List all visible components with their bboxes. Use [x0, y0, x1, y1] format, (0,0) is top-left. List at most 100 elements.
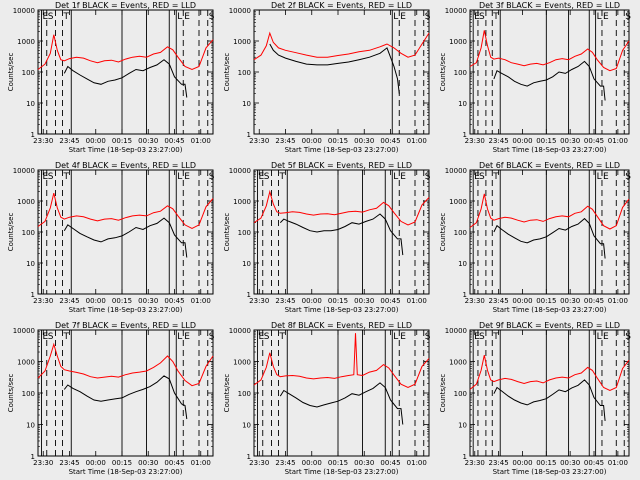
- x-tick-label: 23:30: [465, 297, 485, 305]
- x-tick-label: 00:00: [86, 297, 106, 305]
- panel-title: Det 8f BLACK = Events, RED = LLD: [271, 321, 412, 330]
- series-line-lld: [37, 192, 214, 230]
- x-tick-label: 00:30: [138, 459, 158, 467]
- x-tick-label: 00:30: [138, 297, 158, 305]
- event-marker-label: E: [43, 172, 49, 182]
- y-tick-label: 1000: [17, 38, 35, 46]
- y-tick-label: 10: [26, 260, 35, 268]
- x-tick-label: 01:00: [407, 459, 427, 467]
- panel-3: Det 3f BLACK = Events, RED = LLD 1 10 100 10…: [439, 1, 631, 154]
- event-marker-label: E: [259, 332, 265, 342]
- y-tick-label: 10000: [229, 7, 251, 15]
- y-tick-label: 10000: [13, 327, 35, 335]
- x-tick-label: 00:45: [164, 297, 184, 305]
- y-axis-label: Counts/sec: [439, 374, 447, 413]
- x-tick-label: 00:30: [560, 297, 580, 305]
- event-marker-label: L: [393, 332, 398, 342]
- x-tick-label: 01:00: [191, 137, 211, 145]
- x-axis-label: Start Time (18-Sep-03 23:27:00): [493, 306, 607, 314]
- y-tick-label: 1000: [449, 38, 467, 46]
- x-axis-label: Start Time (18-Sep-03 23:27:00): [285, 468, 399, 476]
- event-marker-label: T: [63, 12, 70, 22]
- x-axis-label: Start Time (18-Sep-03 23:27:00): [285, 306, 399, 314]
- event-marker-label: S: [625, 12, 631, 22]
- panel-6: Det 6f BLACK = Events, RED = LLD 1 10 100 10…: [439, 161, 631, 314]
- series-line-lld: [253, 333, 430, 389]
- event-marker-label: L: [597, 332, 602, 342]
- x-tick-label: 00:15: [112, 459, 132, 467]
- series-line-lld: [253, 31, 430, 61]
- y-tick-label: 10000: [445, 327, 467, 335]
- y-tick-label: 10: [242, 260, 251, 268]
- series-line-events: [269, 43, 400, 94]
- event-marker-label: S: [625, 172, 631, 182]
- x-tick-label: 00:00: [512, 297, 532, 305]
- x-tick-label: 23:45: [275, 297, 295, 305]
- x-axis-label: Start Time (18-Sep-03 23:27:00): [69, 146, 183, 154]
- series-line-events: [493, 217, 606, 259]
- x-tick-label: 23:30: [33, 137, 53, 145]
- y-tick-label: 1000: [233, 359, 251, 367]
- x-tick-label: 00:45: [584, 137, 604, 145]
- x-tick-label: 00:00: [302, 137, 322, 145]
- panel-title: Det 5f BLACK = Events, RED = LLD: [271, 161, 412, 170]
- event-marker-label: S: [209, 332, 215, 342]
- series-line-events: [493, 60, 606, 101]
- y-tick-label: 100: [238, 229, 251, 237]
- x-axis-label: Start Time (18-Sep-03 23:27:00): [493, 468, 607, 476]
- panel-title: Det 1f BLACK = Events, RED = LLD: [55, 1, 196, 10]
- series-line-events: [279, 382, 404, 425]
- x-tick-label: 00:15: [328, 297, 348, 305]
- event-marker-label: S: [625, 332, 631, 342]
- event-marker-label: L: [177, 332, 182, 342]
- series-line-lld: [469, 354, 630, 392]
- event-marker-label: T: [279, 332, 286, 342]
- x-tick-label: 00:15: [536, 297, 556, 305]
- y-tick-label: 1000: [233, 198, 251, 206]
- event-marker-label: L: [597, 172, 602, 182]
- panel-title: Det 7f BLACK = Events, RED = LLD: [55, 321, 196, 330]
- x-axis-label: Start Time (18-Sep-03 23:27:00): [493, 146, 607, 154]
- event-marker-label: E: [184, 172, 190, 182]
- event-marker-label: E: [603, 12, 609, 22]
- x-tick-label: 01:00: [608, 137, 628, 145]
- y-tick-label: 10: [242, 100, 251, 108]
- x-tick-label: 23:45: [489, 137, 509, 145]
- event-marker-label: E: [400, 332, 406, 342]
- x-tick-label: 23:30: [465, 137, 485, 145]
- x-tick-label: 23:45: [489, 297, 509, 305]
- series-line-lld: [37, 342, 214, 387]
- event-marker-label: S: [425, 172, 431, 182]
- y-tick-label: 1000: [449, 359, 467, 367]
- panel-8: Det 8f BLACK = Events, RED = LLD 1 10 100 10…: [223, 321, 431, 476]
- panel-title: Det 3f BLACK = Events, RED = LLD: [479, 1, 620, 10]
- y-tick-label: 10000: [13, 167, 35, 175]
- x-tick-label: 23:30: [465, 459, 485, 467]
- y-tick-label: 1: [463, 291, 467, 299]
- y-axis-label: Counts/sec: [7, 374, 15, 413]
- panel-title: Det 2f BLACK = Events, RED = LLD: [271, 1, 412, 10]
- y-tick-label: 100: [454, 69, 467, 77]
- y-tick-label: 1: [463, 453, 467, 461]
- event-marker-label: S: [425, 12, 431, 22]
- x-tick-label: 00:45: [584, 297, 604, 305]
- plot-frame: [37, 169, 214, 295]
- event-marker-label: L: [597, 12, 602, 22]
- y-tick-label: 10000: [13, 7, 35, 15]
- x-tick-label: 01:00: [407, 137, 427, 145]
- event-marker-label: S: [264, 172, 270, 182]
- event-marker-label: E: [474, 12, 480, 22]
- panel-title: Det 9f BLACK = Events, RED = LLD: [479, 321, 620, 330]
- event-marker-label: E: [184, 12, 190, 22]
- series-line-lld: [469, 193, 630, 230]
- x-tick-label: 23:30: [249, 297, 269, 305]
- x-axis-label: Start Time (18-Sep-03 23:27:00): [69, 306, 183, 314]
- x-tick-label: 01:00: [191, 459, 211, 467]
- x-tick-label: 00:15: [328, 137, 348, 145]
- x-tick-label: 00:00: [86, 137, 106, 145]
- x-tick-label: 00:15: [112, 137, 132, 145]
- x-tick-label: 23:45: [59, 137, 79, 145]
- event-marker-label: E: [400, 172, 406, 182]
- x-tick-label: 23:30: [249, 459, 269, 467]
